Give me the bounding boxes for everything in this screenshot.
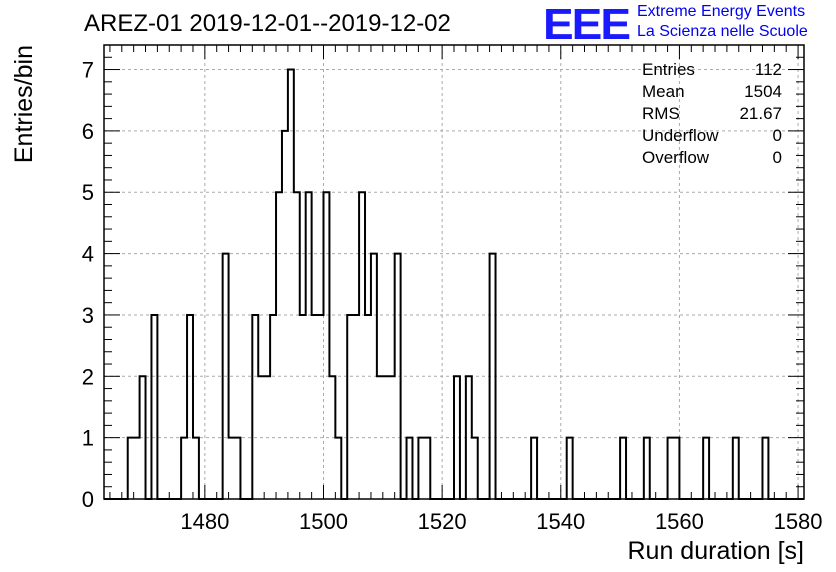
logo-text: Extreme Energy Events La Scienza nelle S… (637, 2, 808, 42)
x-axis-label: Run duration [s] (628, 537, 805, 565)
stat-value: 112 (754, 60, 782, 79)
y-tick-label: 5 (82, 180, 94, 205)
stat-row-mean: Mean 1504 (642, 82, 782, 104)
y-tick-label: 7 (82, 58, 94, 83)
y-tick-label: 4 (82, 242, 94, 267)
logo-line-1: Extreme Energy Events (637, 3, 806, 20)
stat-value: 21.67 (739, 104, 782, 123)
x-tick-label: 1480 (180, 509, 229, 534)
stat-value: 0 (772, 126, 782, 145)
stat-row-overflow: Overflow 0 (642, 148, 782, 170)
chart-title: AREZ-01 2019-12-01--2019-12-02 (84, 10, 451, 37)
stat-value: 1504 (744, 82, 782, 101)
grid-lines (104, 45, 804, 499)
x-tick-label: 1500 (299, 509, 348, 534)
stats-box: Entries 112 Mean 1504 RMS 21.67 Underflo… (642, 60, 782, 170)
y-tick-label: 1 (82, 426, 94, 451)
x-tick-label: 1560 (655, 509, 704, 534)
y-tick-label: 2 (82, 364, 94, 389)
axis-ticks (104, 45, 804, 500)
stat-label: Entries (642, 60, 695, 79)
y-tick-label: 3 (82, 303, 94, 328)
axis-tick-labels: 0 1 2 3 4 5 6 7 1480 1500 1520 1540 1560 1580 (82, 58, 823, 534)
x-tick-label: 1540 (536, 509, 585, 534)
y-axis-label: Entries/bin (10, 45, 38, 163)
x-tick-label: 1520 (418, 509, 467, 534)
eee-logo: EEE (543, 0, 631, 49)
stat-row-entries: Entries 112 (642, 60, 782, 82)
stat-label: Mean (642, 82, 685, 101)
stat-label: RMS (642, 104, 680, 123)
stat-label: Overflow (642, 148, 710, 167)
x-tick-label: 1580 (774, 509, 823, 534)
logo-line-2: La Scienza nelle Scuole (637, 23, 808, 40)
stat-row-underflow: Underflow 0 (642, 126, 782, 148)
y-tick-label: 6 (82, 119, 94, 144)
stat-value: 0 (772, 148, 782, 167)
stat-label: Underflow (642, 126, 719, 145)
y-tick-label: 0 (82, 487, 94, 512)
stat-row-rms: RMS 21.67 (642, 104, 782, 126)
